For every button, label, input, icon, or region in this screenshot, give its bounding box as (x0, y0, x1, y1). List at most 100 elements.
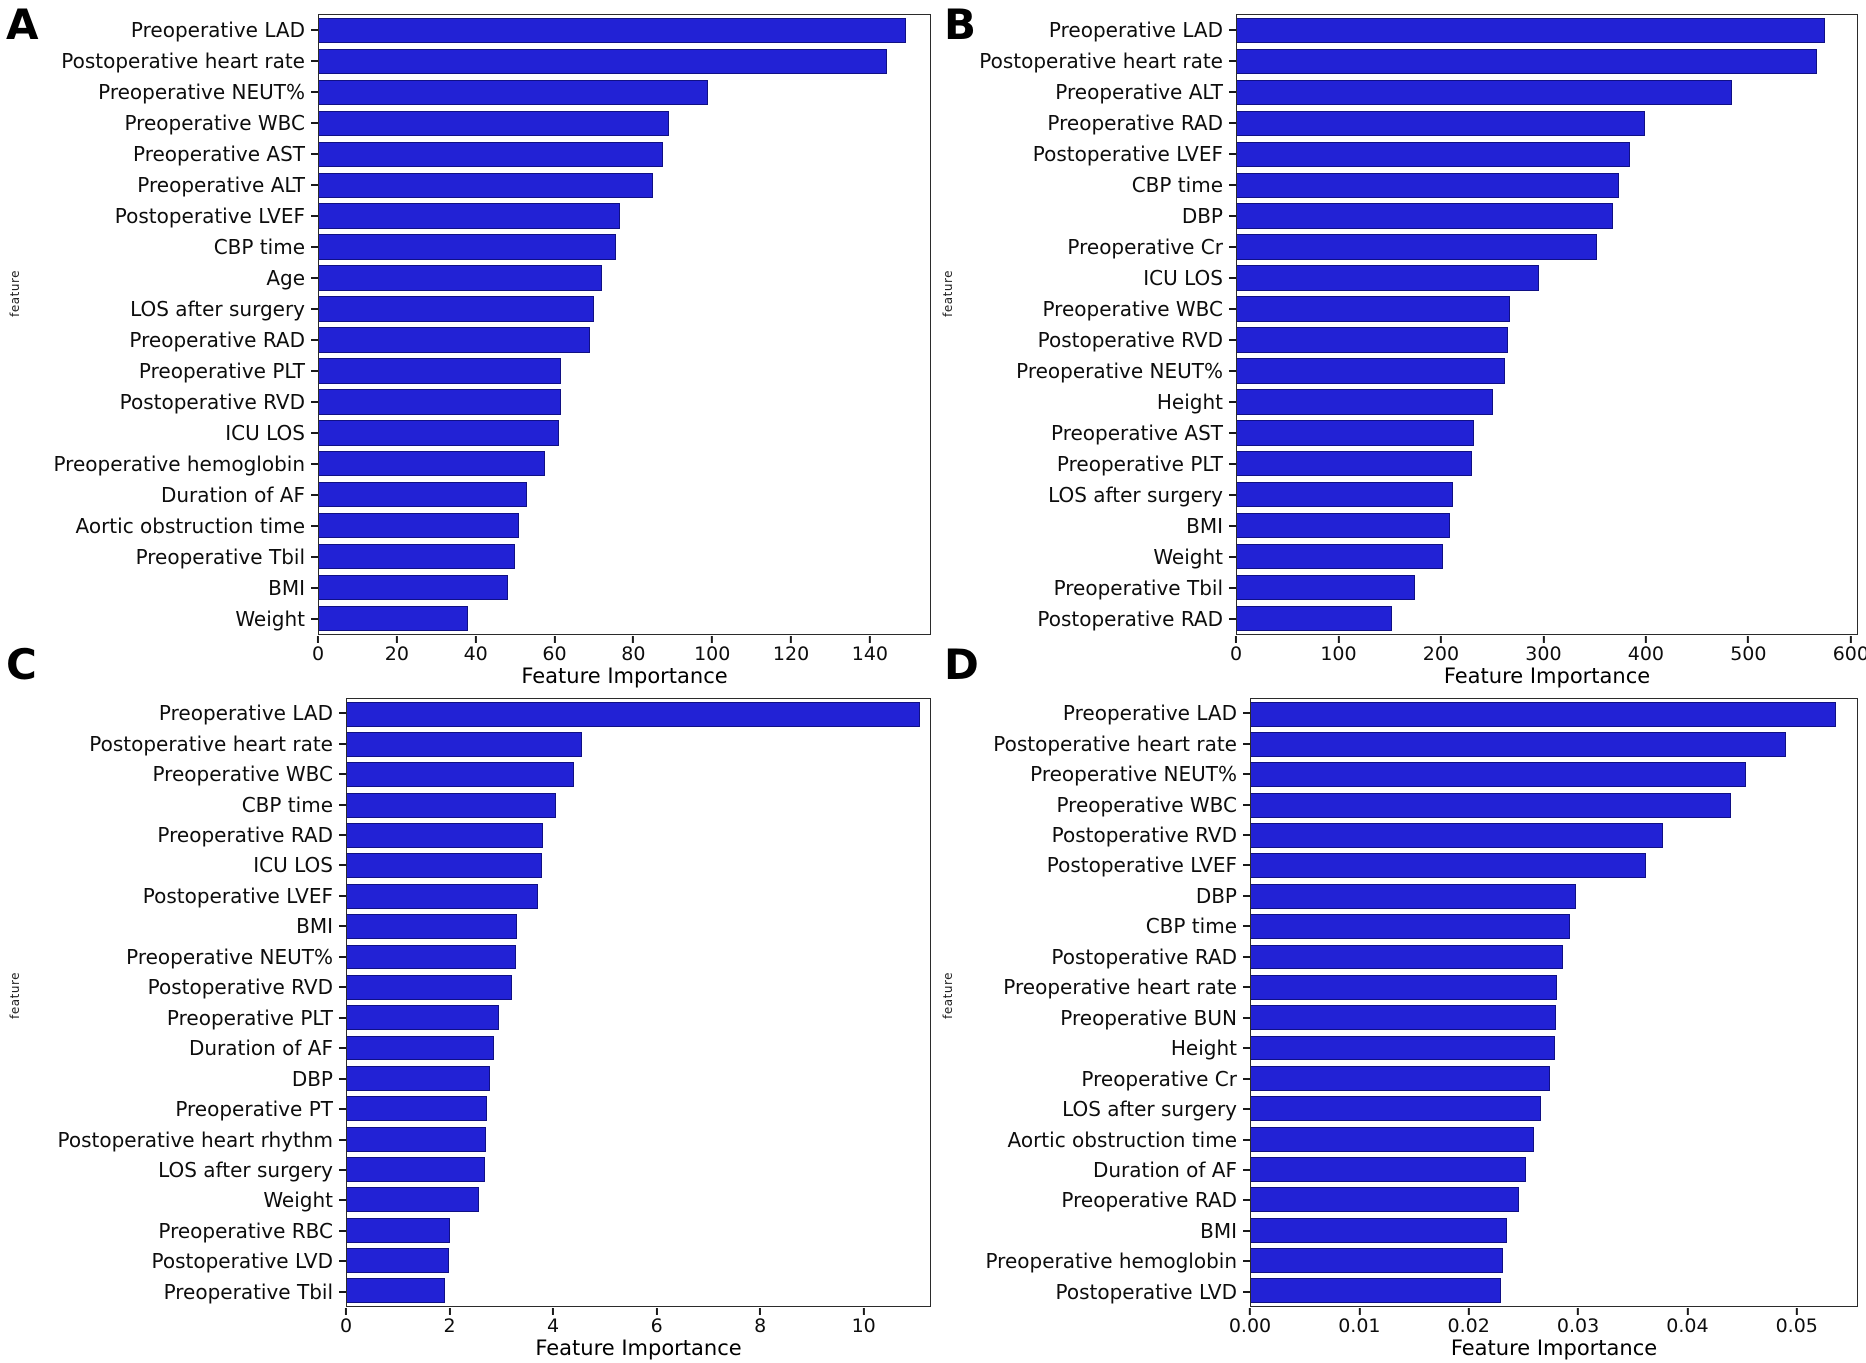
bar-row (319, 46, 930, 77)
bar (1251, 1035, 1556, 1061)
category-label: Preoperative NEUT% (933, 759, 1250, 789)
y-tick (339, 742, 346, 745)
bar (319, 358, 561, 384)
bar (319, 203, 620, 229)
category-label: Postoperative RVD (0, 972, 346, 1002)
x-tick-mark (474, 636, 477, 643)
category-label: Postoperative LVEF (933, 850, 1250, 880)
category-label: Postoperative LVEF (0, 200, 318, 231)
bar-row (319, 325, 930, 356)
category-label: Preoperative RAD (0, 324, 318, 355)
y-tick (1243, 1047, 1250, 1050)
bar-row (1251, 699, 1857, 729)
bar (319, 327, 591, 353)
bar (319, 17, 907, 44)
y-tick (311, 214, 318, 217)
y-tick (1229, 618, 1236, 621)
bar-row (319, 77, 930, 108)
y-tick (1229, 59, 1236, 62)
bar-row (319, 417, 930, 448)
x-tick-label: 500 (1730, 643, 1767, 665)
bar (1251, 853, 1646, 879)
category-label: CBP time (0, 789, 346, 819)
bar-row (1251, 911, 1857, 941)
bar-row (1237, 232, 1857, 263)
category-label: Preoperative AST (933, 418, 1236, 449)
bar-row (1251, 1154, 1857, 1184)
x-tick-mark (395, 636, 398, 643)
bar (1237, 17, 1826, 44)
x-tick-label: 140 (851, 643, 889, 665)
y-tick (339, 1108, 346, 1111)
bar-row (1251, 1185, 1857, 1215)
x-tick-label: 0 (311, 643, 325, 665)
category-label: LOS after surgery (0, 1155, 346, 1185)
bar-row (1237, 386, 1857, 417)
category-label: Preoperative RAD (0, 820, 346, 850)
bar (1237, 543, 1444, 570)
x-tick: 0.00 (1229, 1308, 1271, 1336)
x-tick-label: 200 (1422, 643, 1460, 665)
bar-row (1251, 972, 1857, 1002)
category-label: Height (933, 1033, 1250, 1063)
bar (1251, 1065, 1550, 1091)
x-tick: 100 (1320, 636, 1357, 664)
category-label: Preoperative heart rate (933, 972, 1250, 1002)
bar-row (1237, 108, 1857, 139)
category-label: Preoperative hemoglobin (0, 449, 318, 480)
y-tick (311, 28, 318, 31)
category-label: Preoperative Tbil (0, 1277, 346, 1307)
y-tick (311, 401, 318, 404)
category-label: BMI (0, 911, 346, 941)
category-label: Preoperative NEUT% (0, 942, 346, 972)
category-label: Duration of AF (0, 480, 318, 511)
bar-row (319, 232, 930, 263)
x-tick-label: 0.05 (1775, 1315, 1818, 1337)
bar-row (347, 942, 930, 972)
panel-a: feature Preoperative LAD Postoperative he… (0, 0, 933, 690)
category-label: Preoperative LAD (933, 698, 1250, 728)
y-tick (311, 587, 318, 590)
x-tick-mark (868, 636, 871, 643)
y-tick (339, 955, 346, 958)
x-tick-mark (1849, 636, 1852, 643)
bar-row (319, 170, 930, 201)
x-axis-title: Feature Importance (535, 1336, 742, 1360)
bar-row (319, 201, 930, 232)
x-tick-label: 40 (463, 643, 488, 665)
bar-row (1237, 15, 1857, 46)
bar (319, 48, 887, 75)
x-tick-mark (632, 636, 635, 643)
y-tick (1243, 864, 1250, 867)
bar-row (347, 881, 930, 911)
x-tick-mark (1644, 636, 1647, 643)
bar (347, 1096, 488, 1122)
x-tick-mark (790, 636, 793, 643)
x-tick-label: 4 (547, 1315, 560, 1337)
x-tick: 0 (340, 1308, 352, 1336)
x-tick: 8 (754, 1308, 766, 1336)
y-tick (311, 276, 318, 279)
bar (319, 605, 469, 632)
y-tick (1243, 773, 1250, 776)
category-label: BMI (933, 1216, 1250, 1246)
y-tick (311, 339, 318, 342)
bar (1251, 974, 1558, 1000)
bar-row (319, 541, 930, 572)
bar-row (1251, 760, 1857, 790)
y-tick (311, 152, 318, 155)
plot-area (318, 14, 931, 635)
bar (1237, 451, 1472, 477)
y-tick (1229, 307, 1236, 310)
y-tick (339, 1260, 346, 1263)
y-tick (339, 1290, 346, 1293)
x-tick-label: 2 (443, 1315, 456, 1337)
x-axis: 0 20 40 60 80 100 120 140 (312, 636, 931, 666)
bar (1237, 172, 1619, 198)
x-tick-mark (1249, 1308, 1251, 1315)
bar-row (1251, 820, 1857, 850)
category-label: Age (0, 262, 318, 293)
x-tick-label: 80 (621, 643, 646, 665)
bar-row (347, 1063, 930, 1093)
bar (1251, 1005, 1557, 1031)
